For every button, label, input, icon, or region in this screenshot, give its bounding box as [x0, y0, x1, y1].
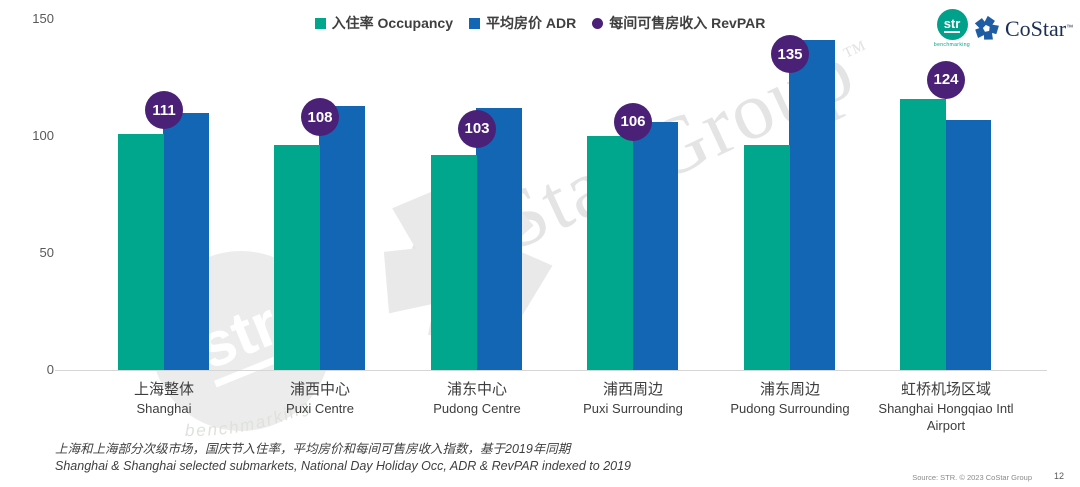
bar-adr-3: [632, 121, 678, 370]
x-axis-label-zh: 浦东中心: [446, 381, 507, 398]
bar-adr-1: [319, 105, 365, 370]
benchmarking-watermark-arc: benchmarking: [185, 396, 312, 440]
legend-label: 每间可售房收入 RevPAR: [609, 15, 766, 31]
caption-english: Shanghai & Shanghai selected submarkets,…: [55, 459, 632, 473]
bar-occupancy-2: [431, 154, 477, 370]
bar-adr-0: [163, 112, 209, 370]
bar-occupancy-3: [587, 136, 633, 370]
str-logo-subtext: benchmarking: [933, 42, 971, 48]
y-axis-tick-150: 150: [32, 11, 54, 26]
y-axis-tick-100: 100: [32, 128, 54, 143]
x-axis-label-zh: 上海整体: [133, 381, 194, 398]
x-axis-label-1: 浦西中心 Puxi Centre: [235, 379, 405, 417]
x-axis-label-0: 上海整体 Shanghai: [79, 379, 249, 417]
x-axis-label-3: 浦西周边 Puxi Surrounding: [548, 379, 718, 417]
x-axis-label-en: Shanghai Hongqiao Intl Airport: [878, 401, 1014, 433]
source-note: Source: STR. © 2023 CoStar Group: [912, 473, 1032, 482]
x-axis-label-zh: 浦西周边: [602, 381, 663, 398]
revpar-badge-1: 108: [301, 98, 339, 137]
page-number: 12: [1053, 471, 1064, 481]
legend-marker-square: [314, 17, 326, 29]
costar-logo-tm: ™: [1066, 24, 1074, 32]
y-axis-tick-50: 50: [39, 245, 54, 260]
bar-occupancy-1: [274, 145, 320, 370]
legend-marker-square: [469, 17, 481, 29]
costar-logo-text: CoStar: [1005, 15, 1067, 41]
str-logo-text: str: [943, 15, 961, 33]
revpar-badge-2: 103: [458, 109, 496, 148]
x-axis-label-2: 浦东中心 Pudong Centre: [392, 379, 562, 417]
x-axis-label-en: Puxi Centre: [286, 401, 354, 416]
revpar-badge-4: 135: [771, 35, 809, 74]
bar-occupancy-5: [900, 98, 946, 370]
bar-adr-5: [945, 119, 991, 370]
legend-marker-circle: [592, 17, 604, 29]
x-axis-label-zh: 浦东周边: [759, 381, 820, 398]
legend-label: 入住率 Occupancy: [331, 15, 454, 31]
x-axis-label-en: Puxi Surrounding: [583, 401, 683, 416]
revpar-badge-0: 111: [145, 91, 183, 130]
caption: 上海和上海部分次级市场，国庆节入住率，平均房价和每间可售房收入指数，基于2019…: [55, 441, 631, 474]
x-axis-line: [55, 370, 1047, 371]
chart-legend: 入住率 Occupancy 平均房价 ADR 每间可售房收入 RevPAR: [0, 13, 1080, 33]
legend-label: 平均房价 ADR: [486, 15, 577, 31]
x-axis-label-zh: 浦西中心: [289, 381, 350, 398]
y-axis-tick-0: 0: [46, 362, 54, 377]
caption-chinese: 上海和上海部分次级市场，国庆节入住率，平均房价和每间可售房收入指数，基于2019…: [55, 442, 571, 456]
x-axis-label-en: Pudong Surrounding: [730, 401, 850, 416]
revpar-badge-3: 106: [614, 102, 652, 141]
str-logo-circle: str: [936, 9, 968, 40]
bar-occupancy-0: [118, 133, 164, 370]
costar-logo: CoStar™: [973, 15, 1073, 42]
legend-item-0: 入住率 Occupancy: [314, 13, 454, 33]
legend-item-2: 每间可售房收入 RevPAR: [592, 13, 765, 33]
x-axis-label-4: 浦东周边 Pudong Surrounding: [705, 379, 875, 417]
legend-item-1: 平均房价 ADR: [469, 13, 576, 33]
costar-pinwheel-icon: [973, 15, 1000, 42]
bar-occupancy-4: [744, 145, 790, 370]
x-axis-label-zh: 虹桥机场区域: [900, 381, 991, 398]
x-axis-label-en: Pudong Centre: [433, 401, 521, 416]
x-axis-label-5: 虹桥机场区域 Shanghai Hongqiao Intl Airport: [861, 379, 1031, 434]
x-axis-label-en: Shanghai: [136, 401, 192, 416]
bar-adr-2: [476, 107, 522, 370]
str-logo: str benchmarking: [932, 9, 972, 48]
revpar-badge-5: 124: [927, 60, 965, 99]
bar-adr-4: [789, 40, 835, 370]
